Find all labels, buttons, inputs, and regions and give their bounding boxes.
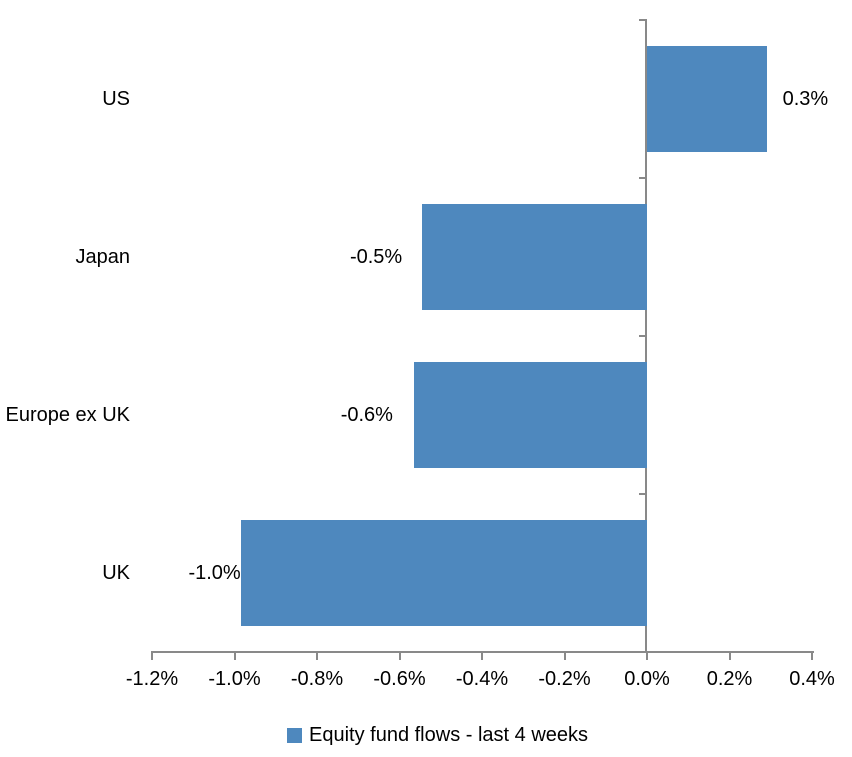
bar-europe-ex-uk	[413, 362, 647, 468]
x-tick-label: -1.2%	[125, 668, 179, 690]
category-label-japan: Japan	[75, 246, 131, 268]
x-tick-label: 0.0%	[624, 668, 670, 690]
x-axis-tick	[316, 651, 318, 660]
x-tick-label: -0.2%	[538, 668, 591, 690]
category-label-us: US	[102, 88, 130, 110]
x-axis-tick	[811, 651, 813, 660]
y-axis-tick	[639, 335, 647, 337]
x-axis-line	[152, 651, 814, 653]
x-tick-label: -1.0%	[208, 668, 261, 690]
x-axis-tick	[398, 651, 401, 660]
x-axis-tick	[233, 651, 236, 660]
x-axis-tick	[481, 651, 483, 660]
legend-label: Equity fund flows - last 4 weeks	[309, 723, 589, 746]
data-label-europe-ex-uk: -0.6%	[340, 404, 393, 426]
bar-japan	[422, 204, 647, 310]
y-axis-tick	[639, 177, 647, 179]
x-tick-label: 0.4%	[789, 668, 835, 690]
x-tick-label: -0.8%	[290, 668, 344, 690]
x-axis-tick	[646, 651, 648, 660]
category-label-europe-ex-uk: Europe ex UK	[5, 404, 130, 426]
bar-us	[647, 46, 767, 152]
y-axis-tick	[639, 19, 647, 21]
x-tick-label: -0.6%	[373, 668, 426, 690]
x-axis-tick	[563, 651, 566, 660]
bar-uk	[240, 520, 647, 626]
x-axis-tick	[151, 651, 153, 660]
x-axis-tick	[728, 651, 731, 660]
data-label-us: 0.3%	[782, 88, 829, 110]
x-tick-label: -0.4%	[455, 668, 509, 690]
y-axis-tick	[639, 493, 647, 495]
x-tick-label: 0.2%	[706, 668, 753, 690]
category-label-uk: UK	[102, 562, 130, 584]
legend: Equity fund flows - last 4 weeks	[287, 722, 588, 748]
data-label-uk: -1.0%	[188, 562, 241, 584]
data-label-japan: -0.5%	[349, 246, 403, 268]
legend-marker-icon	[287, 727, 302, 743]
